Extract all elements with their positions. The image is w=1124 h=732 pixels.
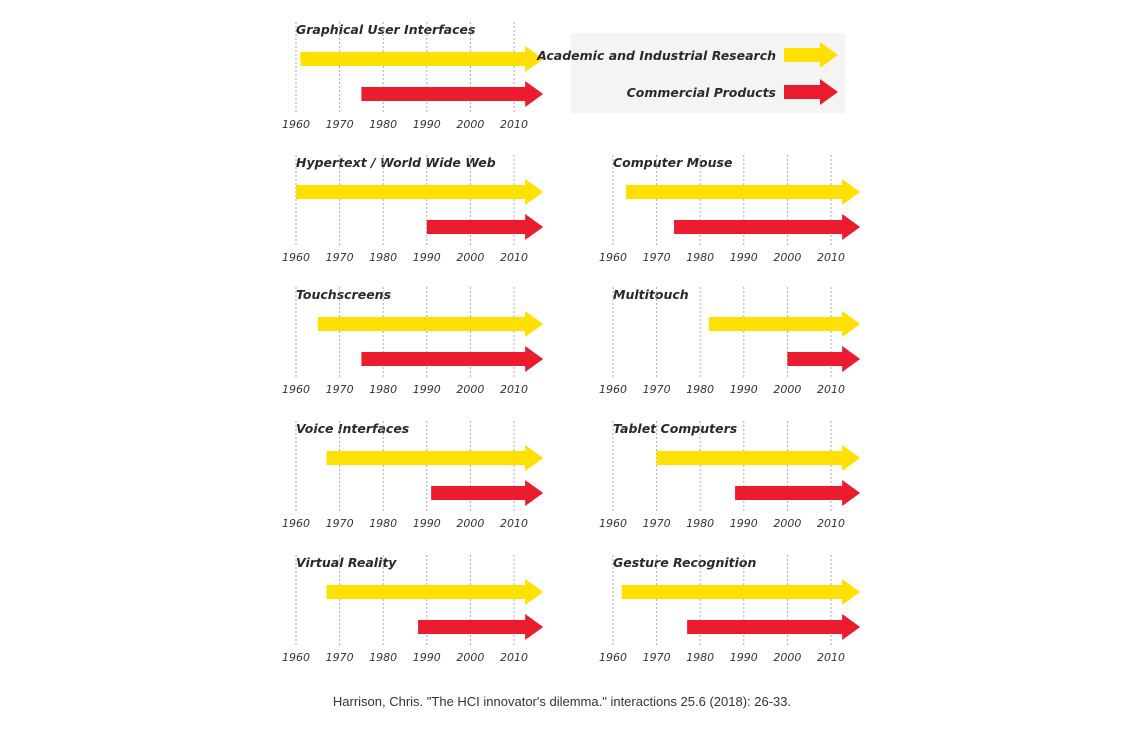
research-arrow [626, 179, 861, 205]
tick-label: 1990 [413, 651, 441, 664]
commercial-arrow [361, 346, 544, 372]
tick-label: 2000 [773, 651, 801, 664]
tick-label: 1970 [326, 118, 354, 131]
timeline-panel: Computer Mouse 1960 1970 1980 1990 2000 2010 [599, 155, 861, 264]
timeline-panel: Touchscreens 1960 1970 1980 1990 2000 2010 [282, 287, 544, 396]
tick-label: 1960 [282, 383, 310, 396]
tick-label: 1990 [730, 651, 758, 664]
tick-label: 2010 [817, 651, 845, 664]
commercial-arrow [418, 614, 544, 640]
panel-title: Virtual Reality [296, 555, 397, 570]
tick-label: 1970 [643, 383, 671, 396]
legend-arrow-commercial [784, 79, 838, 105]
timeline-panel: Tablet Computers 1960 1970 1980 1990 2000 2010 [599, 421, 861, 530]
tick-label: 2000 [456, 651, 484, 664]
panel-title: Gesture Recognition [613, 555, 757, 570]
tick-label: 1970 [326, 251, 354, 264]
tick-label: 2010 [500, 251, 528, 264]
legend-background [571, 33, 845, 113]
legend-label-commercial: Commercial Products [627, 85, 776, 100]
tick-label: 2010 [817, 251, 845, 264]
tick-label: 1980 [686, 251, 714, 264]
legend-label-research: Academic and Industrial Research [536, 48, 776, 63]
timeline-panel: Voice Interfaces 1960 1970 1980 1990 2000 2010 [282, 421, 544, 530]
research-arrow [317, 311, 544, 337]
panel-title: Hypertext / World Wide Web [296, 155, 496, 170]
commercial-arrow [361, 81, 544, 107]
panel-title: Computer Mouse [613, 155, 732, 170]
citation-caption: Harrison, Chris. "The HCI innovator's di… [332, 694, 792, 709]
tick-label: 1980 [369, 118, 397, 131]
tick-label: 1970 [326, 651, 354, 664]
panel-title: Graphical User Interfaces [296, 22, 475, 37]
tick-label: 1970 [643, 251, 671, 264]
tick-label: 1970 [326, 383, 354, 396]
tick-label: 2010 [500, 118, 528, 131]
tick-label: 1980 [686, 517, 714, 530]
tick-label: 1990 [730, 251, 758, 264]
research-arrow [296, 179, 544, 205]
tick-label: 1960 [599, 251, 627, 264]
tick-label: 2000 [456, 383, 484, 396]
tick-label: 2010 [500, 383, 528, 396]
tick-label: 1960 [599, 517, 627, 530]
commercial-arrow [735, 480, 861, 506]
tick-label: 2000 [773, 383, 801, 396]
commercial-arrow [674, 214, 861, 240]
tick-label: 1980 [369, 383, 397, 396]
timeline-panel: Multitouch 1960 1970 1980 1990 2000 2010 [599, 287, 861, 396]
tick-label: 1970 [643, 651, 671, 664]
research-arrow [621, 579, 861, 605]
tick-label: 2010 [817, 517, 845, 530]
tick-label: 1990 [413, 118, 441, 131]
commercial-arrow [687, 614, 861, 640]
tick-label: 2010 [817, 383, 845, 396]
tick-label: 1960 [599, 383, 627, 396]
tick-label: 1960 [282, 118, 310, 131]
tick-label: 1980 [686, 651, 714, 664]
tick-label: 1980 [369, 651, 397, 664]
timeline-panel: Gesture Recognition 1960 1970 1980 1990 2000 2… [599, 555, 861, 664]
tick-label: 2000 [456, 118, 484, 131]
tick-label: 1960 [282, 517, 310, 530]
tick-label: 1960 [282, 251, 310, 264]
research-arrow [708, 311, 861, 337]
tick-label: 1990 [413, 251, 441, 264]
panel-title: Tablet Computers [613, 421, 737, 436]
tick-label: 1980 [369, 251, 397, 264]
tick-label: 1970 [643, 517, 671, 530]
tick-label: 1990 [413, 517, 441, 530]
research-arrow [326, 579, 544, 605]
tick-label: 1980 [369, 517, 397, 530]
tick-label: 1980 [686, 383, 714, 396]
tick-label: 2010 [500, 517, 528, 530]
tick-label: 2000 [773, 517, 801, 530]
research-arrow [300, 46, 544, 72]
legend: Academic and Industrial Research Commerci… [536, 33, 845, 113]
tick-label: 1990 [413, 383, 441, 396]
panel-title: Multitouch [613, 287, 689, 302]
tick-label: 2010 [500, 651, 528, 664]
legend-arrow-research [784, 42, 838, 68]
tick-label: 2000 [456, 517, 484, 530]
tick-label: 1970 [326, 517, 354, 530]
tick-label: 2000 [456, 251, 484, 264]
commercial-arrow [787, 346, 861, 372]
commercial-arrow [426, 214, 544, 240]
tick-label: 1960 [282, 651, 310, 664]
tick-label: 1990 [730, 383, 758, 396]
timeline-panel: Virtual Reality 1960 1970 1980 1990 2000 2010 [282, 555, 544, 664]
commercial-arrow [431, 480, 544, 506]
tick-label: 1960 [599, 651, 627, 664]
tick-label: 2000 [773, 251, 801, 264]
panel-title: Voice Interfaces [296, 421, 409, 436]
timeline-panel: Hypertext / World Wide Web 1960 1970 1980 19… [282, 155, 544, 264]
tick-label: 1990 [730, 517, 758, 530]
research-arrow [656, 445, 861, 471]
timeline-panel: Graphical User Interfaces 1960 1970 1980 199… [282, 22, 544, 131]
research-arrow [326, 445, 544, 471]
panel-title: Touchscreens [296, 287, 391, 302]
